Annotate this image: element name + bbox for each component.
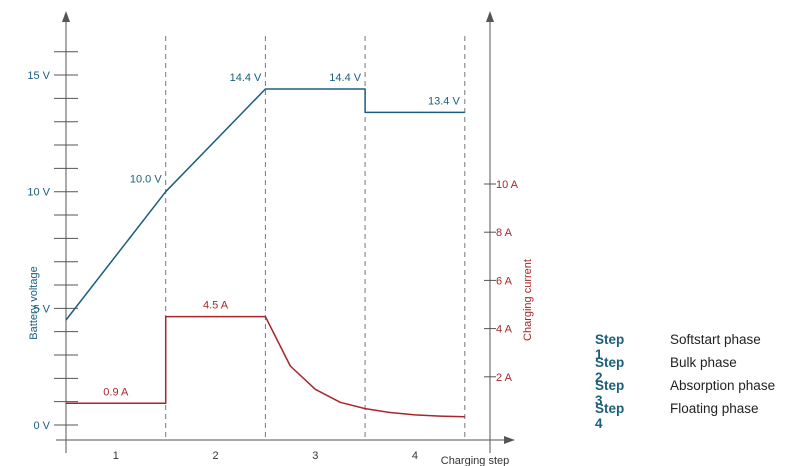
- voltage-line: [65, 88, 465, 321]
- right-y-tick-label: 2 A: [496, 372, 513, 384]
- legend-step-label: Step 2: [595, 355, 625, 385]
- voltage-data-label: 13.4 V: [428, 95, 460, 107]
- right-y-tick-label: 4 A: [496, 324, 513, 336]
- right-y-tick-label: 6 A: [496, 275, 513, 287]
- voltage-data-label: 14.4 V: [230, 72, 262, 84]
- left-y-axis-arrow: [62, 11, 70, 22]
- left-y-tick-label: 5 V: [33, 303, 50, 315]
- x-tick-label: 4: [412, 450, 418, 462]
- right-y-axis-arrow: [486, 11, 494, 22]
- left-y-tick-label: 10 V: [27, 187, 50, 199]
- legend-step-description: Softstart phase: [670, 332, 761, 347]
- right-y-axis-title: Charging current: [522, 259, 534, 341]
- left-y-axis-title: Battery voltage: [28, 266, 40, 339]
- voltage-data-label: 14.4 V: [329, 72, 361, 84]
- right-y-tick-label: 8 A: [496, 227, 513, 239]
- x-tick-label: 2: [212, 450, 218, 462]
- chart-series: [65, 88, 465, 418]
- x-axis-title: Charging step: [441, 455, 510, 466]
- left-y-tick-label: 15 V: [27, 70, 50, 82]
- legend-step-description: Floating phase: [670, 401, 759, 416]
- axis-ticks: [54, 51, 496, 426]
- right-y-tick-label: 10 A: [496, 179, 519, 191]
- current-data-label: 0.9 A: [103, 386, 129, 398]
- current-data-label: 4.5 A: [203, 300, 229, 312]
- chart-labels: 0 V 5 V 10 V 15 V 2 A 4 A 6 A 8 A 10 A 1 2 3 4 Batter…: [27, 70, 534, 466]
- legend-step-description: Absorption phase: [670, 378, 776, 393]
- legend-step-label: Step 1: [595, 332, 625, 362]
- current-line: [66, 315, 465, 418]
- legend-step-label: Step 3: [595, 378, 625, 408]
- chart-axes: [56, 11, 515, 453]
- step-dividers: [165, 36, 466, 440]
- voltage-data-label: 10.0 V: [130, 174, 162, 186]
- x-tick-label: 1: [113, 450, 119, 462]
- legend-step-label: Step 4: [595, 401, 625, 431]
- x-tick-label: 3: [312, 450, 318, 462]
- x-axis-arrow: [504, 436, 515, 444]
- left-y-tick-label: 0 V: [33, 420, 50, 432]
- legend-step-description: Bulk phase: [670, 355, 737, 370]
